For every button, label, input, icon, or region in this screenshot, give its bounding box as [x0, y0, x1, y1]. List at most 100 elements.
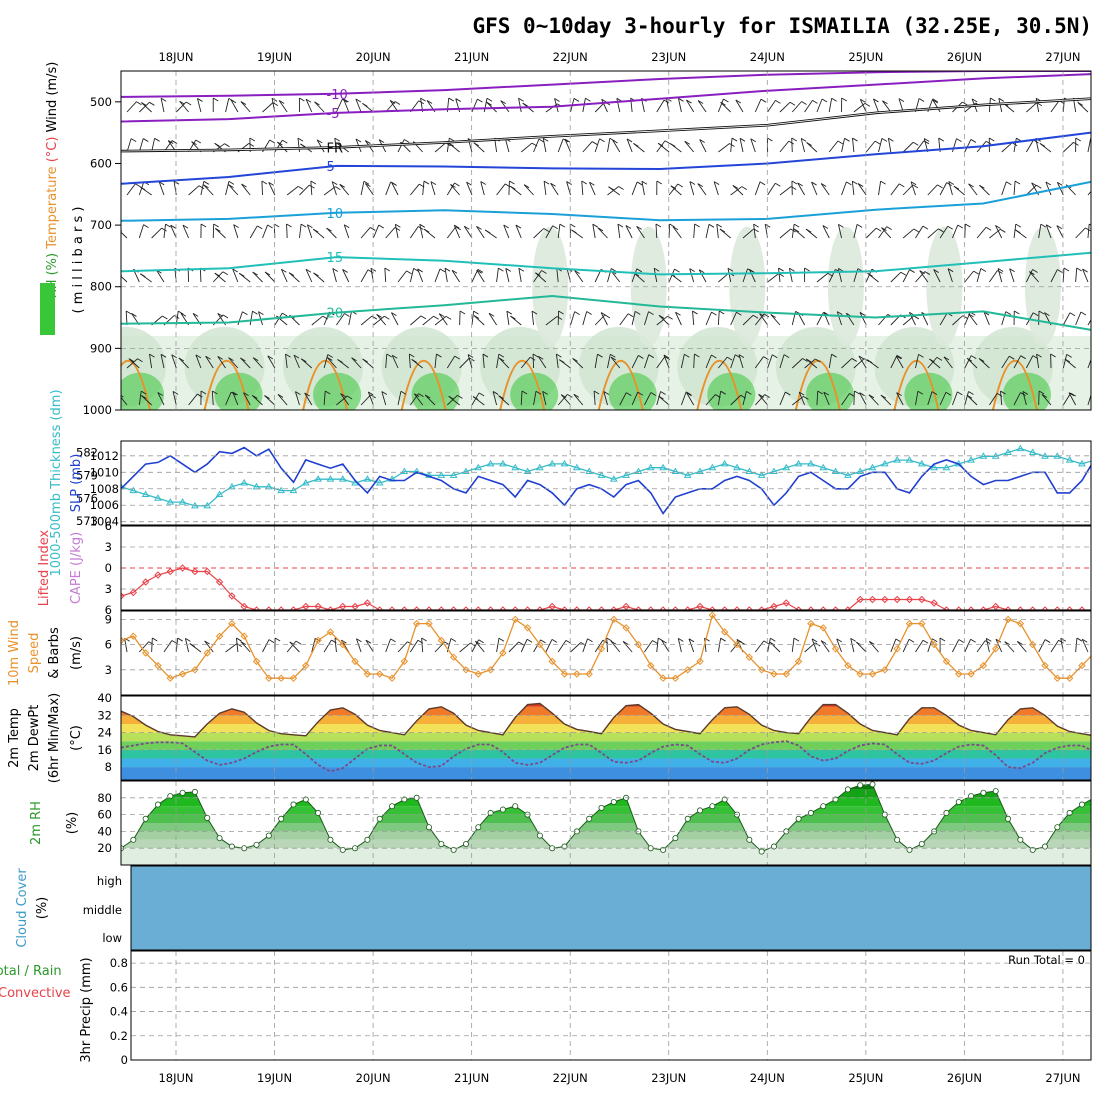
wind-barb-flag: [131, 313, 137, 317]
wind-barb: [1062, 354, 1068, 369]
wind-barb: [853, 224, 858, 239]
wind-barb-flag: [660, 391, 666, 395]
wind-barb-flag: [678, 97, 684, 102]
wind-barb-flag: [597, 353, 603, 358]
axis-label: (%): [65, 812, 80, 835]
wind-speed-marker: [684, 666, 692, 674]
wind-barb-flag: [704, 637, 710, 642]
wind-barb: [705, 311, 712, 326]
bottom-date-label: 27JUN: [1045, 1071, 1080, 1085]
wind-barb-flag: [636, 181, 643, 186]
wind-barb-flag: [409, 353, 415, 358]
bottom-date-label: 21JUN: [454, 1071, 489, 1085]
wind-barb-flag: [285, 353, 291, 358]
temp-contour-30: [121, 359, 151, 410]
wind-barb: [447, 395, 458, 406]
wind-barb-flag: [535, 272, 541, 277]
wind-barb-flag: [334, 137, 341, 142]
wind-barb: [204, 640, 214, 653]
wind-barb-flag: [937, 184, 943, 189]
wind-barb-flag: [203, 180, 210, 185]
wind-barb: [274, 312, 283, 326]
wind-barb: [800, 138, 806, 153]
wind-barb-flag: [450, 184, 456, 188]
wind-barb: [769, 641, 781, 653]
wind-barb-flag: [355, 98, 362, 103]
wind-barb-flag: [880, 180, 886, 185]
wind-barb: [853, 390, 855, 406]
temp-color-band: [121, 732, 1091, 742]
wind-barb-flag: [648, 311, 654, 315]
wind-barb-flag: [363, 180, 370, 185]
temp-tick-label: 24: [97, 726, 112, 740]
wind-barb-flag: [371, 315, 378, 320]
precip-tick-label: 0.8: [110, 956, 128, 970]
wind-barb-flag: [750, 138, 756, 143]
wind-speed-marker: [1065, 674, 1074, 682]
wind-barb: [1045, 181, 1052, 196]
wind-barb-flag: [736, 638, 743, 643]
wind-barb: [656, 140, 666, 153]
thickness-marker: [770, 467, 778, 475]
axis-label-part: & Barbs: [47, 627, 62, 679]
wind-barb-flag: [953, 185, 960, 190]
wind-barb-flag: [1082, 268, 1088, 273]
wind-barb: [1082, 268, 1089, 283]
wind-barb: [573, 393, 584, 406]
wind-barb-flag: [195, 354, 202, 359]
wind-barb-flag: [913, 315, 920, 320]
wind-barb: [1013, 138, 1017, 153]
wind-barb-flag: [852, 137, 858, 142]
wind-barb: [262, 224, 269, 239]
chart-title: GFS 0~10day 3-hourly for ISMAILIA (32.25…: [472, 14, 1092, 38]
wind-barb: [1001, 355, 1010, 369]
wind-barb: [311, 315, 323, 326]
wind-barb-flag: [564, 138, 571, 143]
wind-barb: [748, 269, 756, 283]
lifted-index-marker: [610, 606, 618, 610]
wind-barb-flag: [585, 97, 591, 102]
wind-speed-marker: [992, 645, 1000, 653]
wind-barb-flag: [965, 223, 971, 228]
wind-barb-flag: [866, 359, 873, 364]
lifted-index-marker: [647, 606, 655, 610]
wind-barb-flag: [444, 267, 451, 272]
wind-barb-flag: [217, 313, 223, 317]
wind-barb-flag: [267, 224, 273, 229]
wind-barb-flag: [293, 354, 300, 359]
axis-label: ( m i l l i b a r s ): [71, 207, 86, 314]
wind-barb: [360, 269, 369, 283]
wind-barb: [409, 226, 419, 239]
wind-barb-flag: [838, 223, 844, 228]
wind-barb-flag: [269, 139, 275, 144]
wind-barb-flag: [1075, 137, 1082, 142]
wind-barb: [391, 312, 399, 326]
wind-barb: [225, 98, 230, 113]
axis-label: Lifted Index: [37, 529, 52, 606]
wind-barb: [754, 356, 764, 369]
wind-barb: [264, 395, 276, 406]
wind-barb: [397, 641, 408, 653]
wind-barb-flag: [896, 355, 903, 359]
wind-barb: [816, 272, 829, 283]
wind-barb: [545, 225, 554, 239]
wind-barb: [902, 639, 910, 653]
wind-barb-flag: [1020, 392, 1026, 396]
wind-barb: [1035, 98, 1040, 113]
wind-barb-flag: [729, 143, 735, 147]
wind-barb: [788, 268, 793, 283]
wind-barb: [268, 182, 276, 196]
wind-barb-flag: [658, 395, 664, 400]
rh-shade-core: [411, 372, 460, 410]
wind-barb-flag: [922, 639, 929, 644]
wind-speed-marker: [400, 657, 409, 666]
rh-shade-core: [121, 372, 164, 410]
wind-barb-flag: [466, 181, 472, 186]
wind-barb-flag: [805, 228, 812, 233]
wind-barb: [434, 142, 446, 153]
wind-barb: [365, 639, 374, 653]
wind-barb-flag: [868, 394, 875, 399]
wind-barb-flag: [806, 142, 812, 146]
wind-barb-flag: [587, 638, 593, 643]
